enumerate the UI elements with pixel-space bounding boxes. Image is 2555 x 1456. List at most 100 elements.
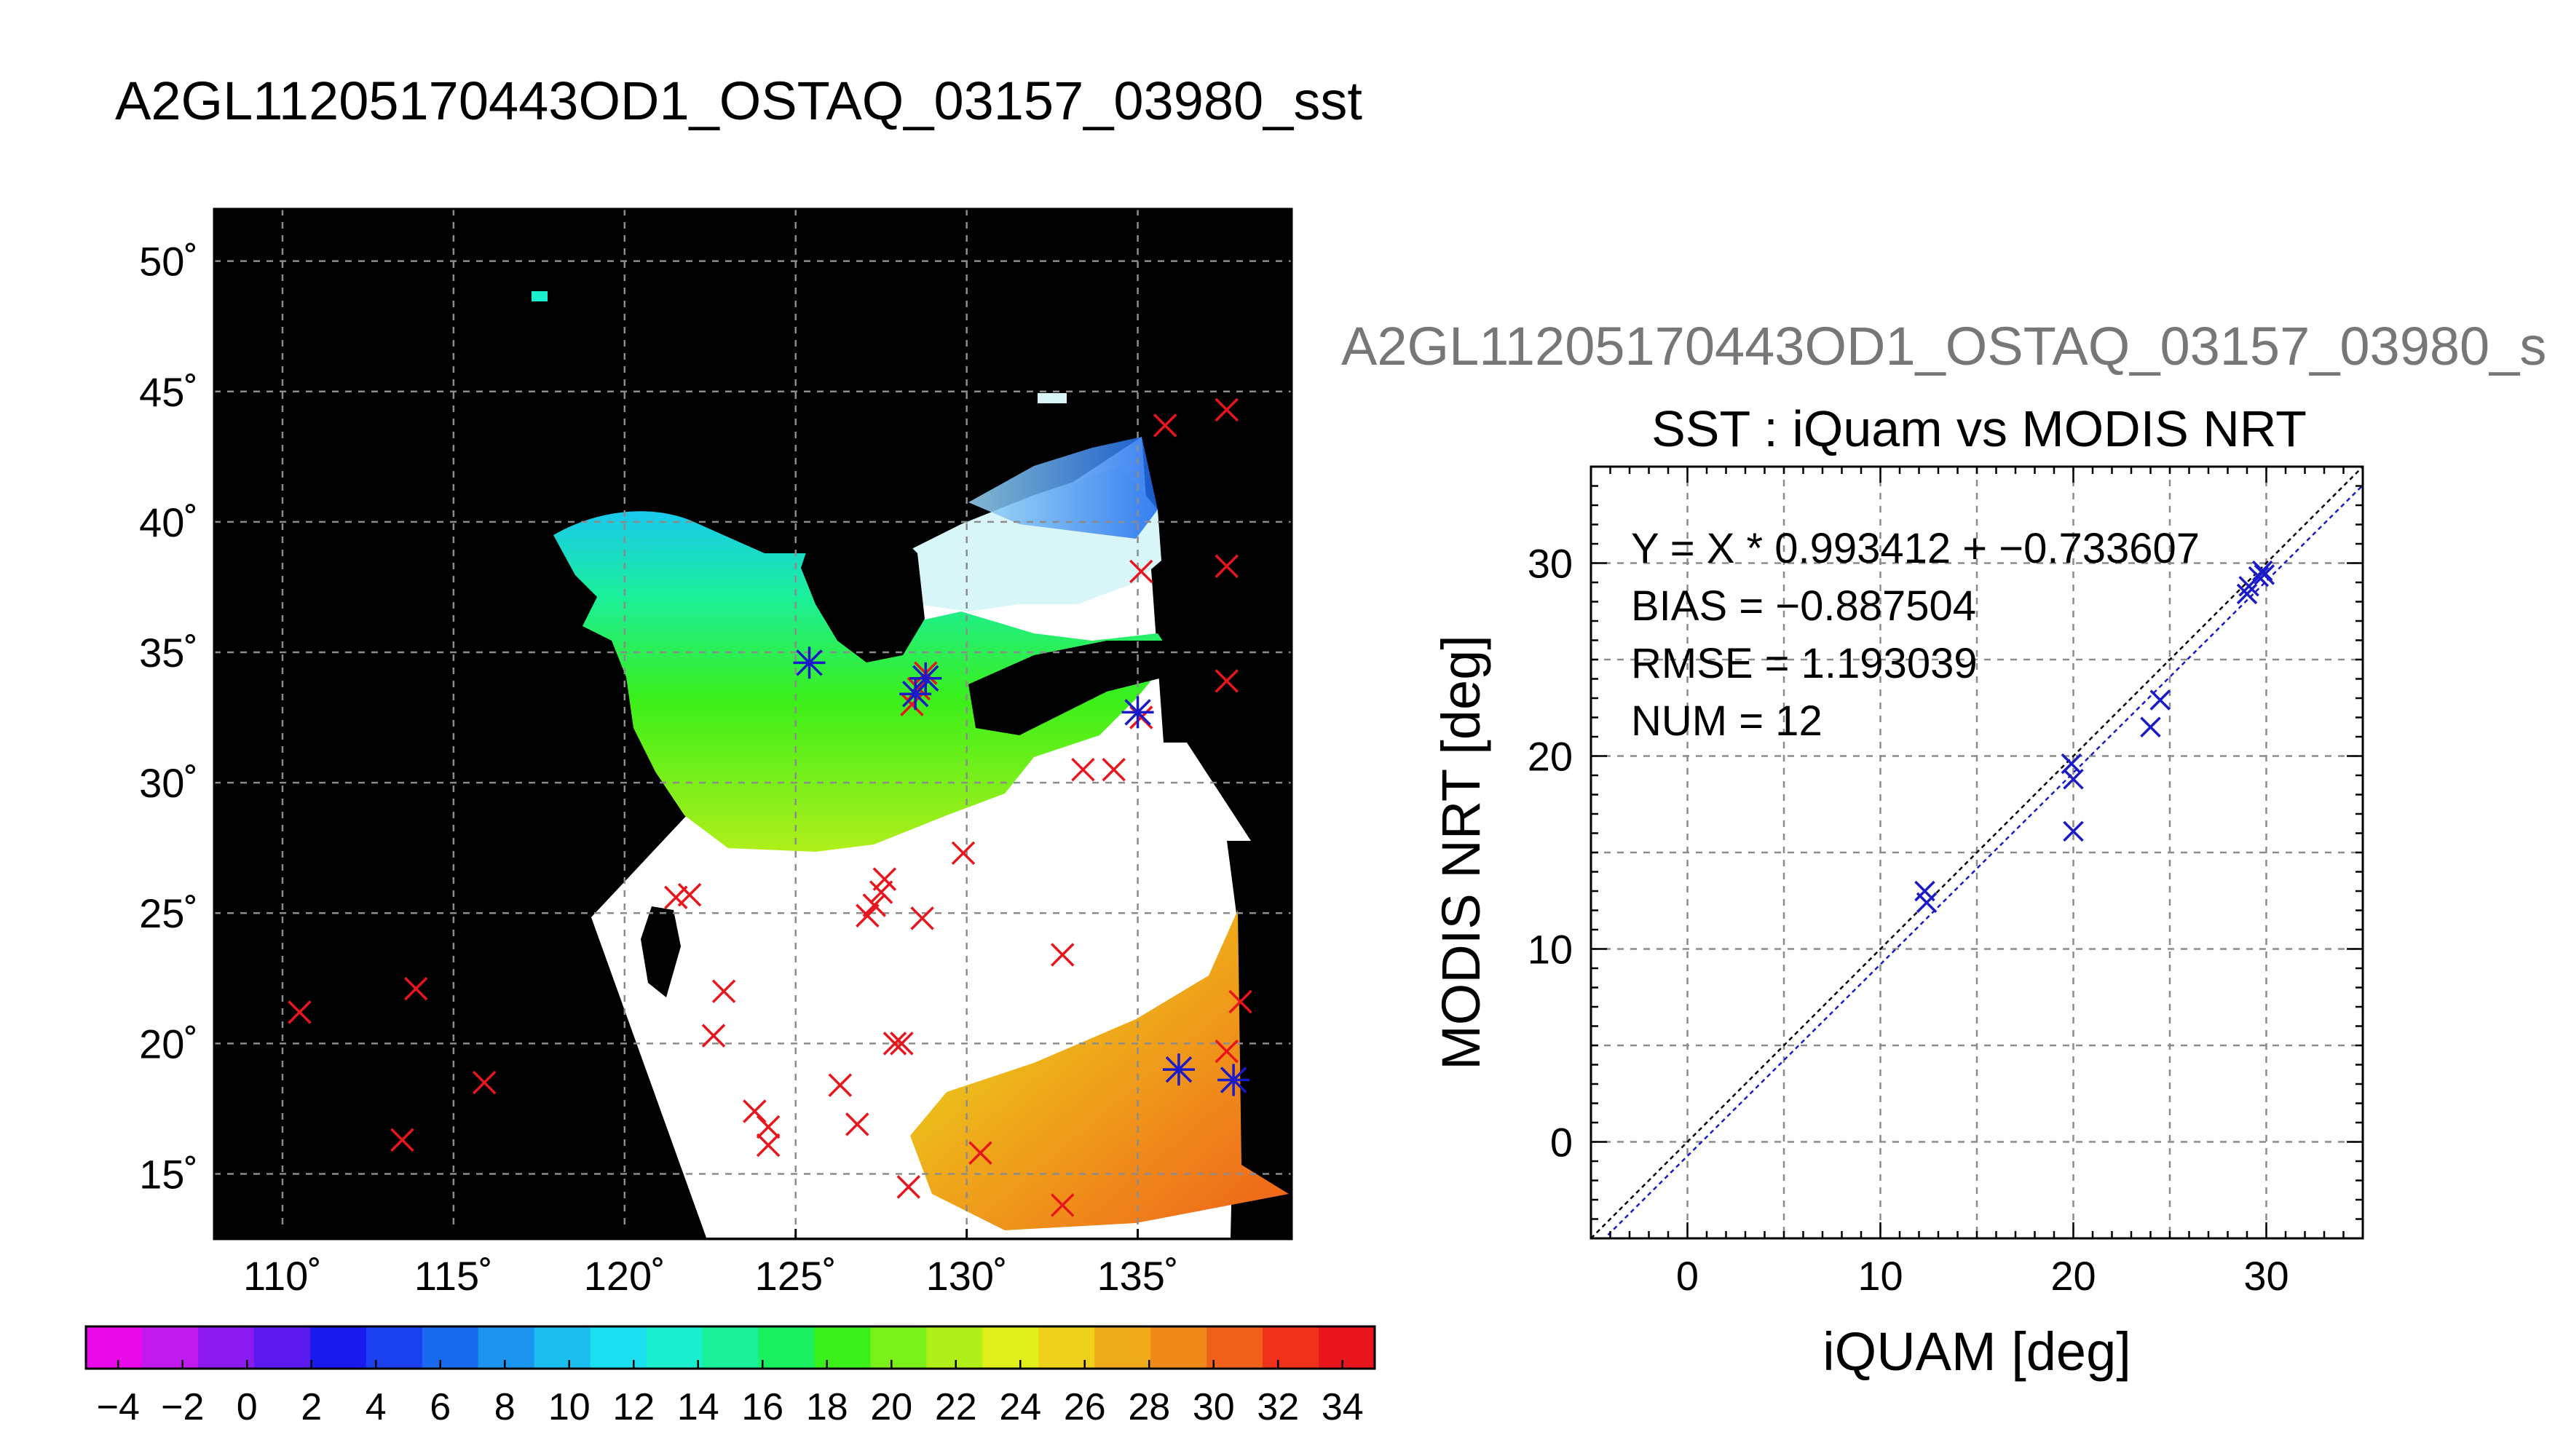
colorbar-tick-labels: −4 −2 0 2 4 6 8 10 12 14 16 18 20 22 24 26 28 30 32 34: [97, 1360, 1364, 1428]
japan-land: [968, 641, 1194, 735]
fit-line: [1603, 484, 2363, 1238]
map-lat-tick-label: 50˚: [139, 239, 198, 285]
colorbar-segment: [590, 1326, 647, 1369]
taiwan-land: [641, 906, 681, 997]
colorbar-segment: [758, 1326, 815, 1369]
scatter-point: [2248, 566, 2270, 587]
colorbar-segment: [534, 1326, 591, 1369]
map-marker-red: [890, 1032, 914, 1056]
map-marker-red: [701, 1024, 726, 1048]
scatter-point: [2251, 560, 2273, 582]
map-marker-red: [1215, 669, 1239, 693]
map-marker-red: [1050, 1193, 1075, 1217]
map-lat-tick-label: 35˚: [139, 630, 198, 676]
map-lon-tick-label: 125˚: [755, 1253, 837, 1299]
map-marker-red: [1129, 559, 1153, 584]
map-marker-red: [862, 893, 887, 917]
colorbar-segment: [422, 1326, 479, 1369]
colorbar-segment: [86, 1326, 143, 1369]
map-grid: [214, 209, 1292, 1239]
colorbar-segment: [1263, 1326, 1319, 1369]
map-marker-red: [869, 880, 893, 904]
sst-green-region: [553, 511, 1172, 852]
colorbar-segment: [309, 1326, 367, 1369]
scatter-ylabel: MODIS NRT [deg]: [1431, 635, 1491, 1070]
map-lat-tick-label: 20˚: [139, 1021, 198, 1067]
scatter-point: [2254, 564, 2275, 585]
map-marker-red: [896, 1175, 921, 1199]
colorbar-tick-label: 26: [1064, 1386, 1106, 1428]
map-marker-red: [711, 979, 736, 1003]
map-marker-red: [677, 882, 702, 907]
one-to-one-line: [1591, 467, 2363, 1238]
scatter-ytick-label: 10: [1528, 927, 1573, 973]
map-marker-blue: [793, 646, 826, 679]
colorbar-segment: [1094, 1326, 1151, 1369]
map-marker-red: [472, 1070, 497, 1095]
colorbar-tick-label: 2: [301, 1386, 322, 1428]
map-marker-red: [1102, 757, 1126, 782]
map-marker-red: [828, 1073, 853, 1097]
colorbar-tick-label: 12: [612, 1386, 655, 1428]
scatter-ytick-label: 0: [1550, 1120, 1573, 1166]
scatter-frame: [1590, 465, 2364, 1240]
map-lat-tick-label: 45˚: [139, 369, 198, 415]
scatter-annotation-line: Y = X * 0.993412 + −0.733607: [1631, 525, 2200, 572]
map-lat-tick-label: 40˚: [139, 499, 198, 545]
colorbar-segment: [253, 1326, 311, 1369]
scatter-ticks: 0 10 20 30 0 10 20 30: [1528, 465, 2364, 1299]
map-marker-red: [872, 867, 897, 891]
map-marker-red: [1050, 943, 1075, 967]
scatter-ytick-label: 20: [1528, 734, 1573, 780]
map-marker-blue: [1162, 1053, 1195, 1086]
colorbar-tick-label: 32: [1257, 1386, 1299, 1428]
colorbar-frame: [84, 1325, 1376, 1370]
colorbar-segment: [702, 1326, 759, 1369]
colorbar-segment: [814, 1326, 871, 1369]
map-marker-red: [743, 1099, 767, 1123]
scatter-point: [2149, 689, 2171, 711]
colorbar-tick-label: 20: [870, 1386, 912, 1428]
map-marker-red: [1215, 554, 1239, 579]
colorbar-tick-label: 30: [1193, 1386, 1235, 1428]
sst-speck: [532, 291, 548, 301]
map-lon-tick-label: 110˚: [243, 1253, 322, 1299]
scatter-xtick-label: 10: [1857, 1253, 1903, 1299]
scatter-annotations: Y = X * 0.993412 + −0.733607 BIAS = −0.88…: [1631, 525, 2200, 745]
korea-land: [801, 510, 925, 662]
sst-cold-north: [968, 437, 1158, 539]
colorbar-tick-label: 8: [494, 1386, 516, 1428]
colorbar-tick-label: 34: [1322, 1386, 1364, 1428]
scatter-point: [1916, 892, 1938, 914]
colorbar-tick-label: 4: [366, 1386, 387, 1428]
colorbar-tick-label: −4: [97, 1386, 140, 1428]
colorbar-tick-label: 16: [741, 1386, 783, 1428]
colorbar-segment: [141, 1326, 199, 1369]
map-marker-blue: [899, 678, 932, 711]
colorbar-segment: [646, 1326, 703, 1369]
sst-speck: [1038, 393, 1067, 403]
colorbar-segment: [478, 1326, 535, 1369]
map-marker-red: [288, 1000, 312, 1024]
map-marker-red: [756, 1133, 781, 1158]
colorbar-tick-label: 6: [430, 1386, 451, 1428]
map-marker-red: [856, 903, 880, 928]
scatter-ytick-label: 30: [1528, 541, 1573, 587]
map-lon-tick-label: 130˚: [926, 1253, 1008, 1299]
map-marker-red: [1215, 1039, 1239, 1064]
colorbar: [84, 1325, 1376, 1370]
map-marker-red: [756, 1115, 781, 1139]
scatter-reference-lines: [1591, 467, 2363, 1238]
scatter-file-title: A2GL11205170443OD1_OSTAQ_03157_03980_s: [1341, 316, 2547, 376]
map-marker-red: [1153, 414, 1177, 438]
colorbar-tick-label: 0: [237, 1386, 258, 1428]
colorbar-segment: [982, 1326, 1039, 1369]
map-markers: [288, 397, 1252, 1217]
colorbar-tick-label: 22: [935, 1386, 977, 1428]
colorbar-segment: [1207, 1326, 1263, 1369]
scatter-xtick-label: 20: [2050, 1253, 2096, 1299]
page-title: A2GL11205170443OD1_OSTAQ_03157_03980_sst: [115, 71, 1362, 131]
colorbar-tick-label: 24: [999, 1386, 1041, 1428]
map-marker-red: [882, 1032, 907, 1056]
colorbar-tick-label: 14: [677, 1386, 719, 1428]
